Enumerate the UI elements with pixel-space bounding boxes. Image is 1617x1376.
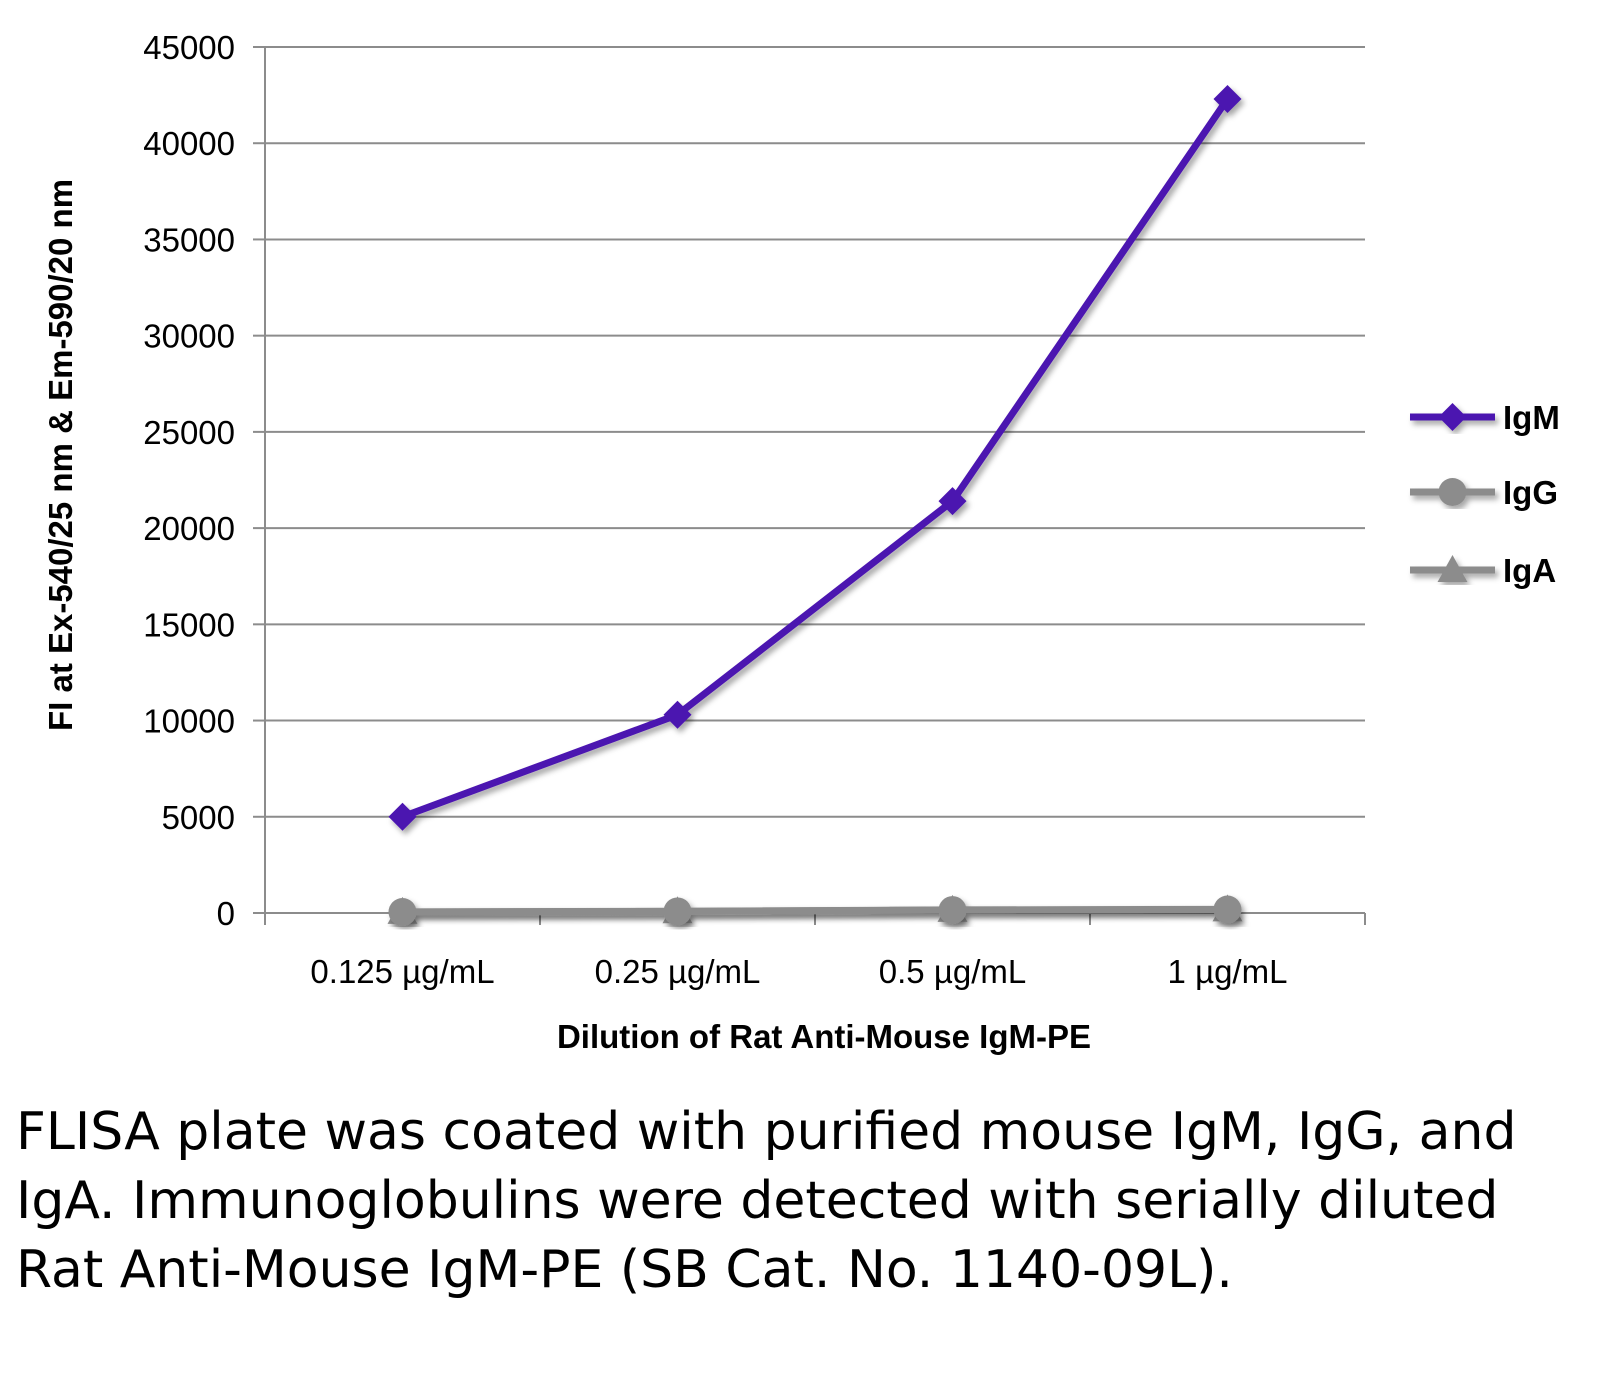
series-lines xyxy=(387,84,1243,927)
data-point-igm xyxy=(663,700,692,729)
y-tick-label: 45000 xyxy=(143,29,235,66)
y-tick-label: 0 xyxy=(217,895,235,932)
legend-marker-igm xyxy=(1438,403,1467,431)
data-point-igg xyxy=(938,896,967,925)
y-tick-label: 20000 xyxy=(143,510,235,547)
y-tick-label: 30000 xyxy=(143,318,235,355)
y-tick-label: 25000 xyxy=(143,414,235,451)
y-tick-label: 15000 xyxy=(143,606,235,643)
legend-item-igg xyxy=(1410,478,1495,506)
legend-item-igm xyxy=(1410,403,1495,431)
elisa-line-chart: 0 5000 10000 15000 20000 25000 30000 35000 40000… xyxy=(42,29,1560,1055)
y-tick-label: 10000 xyxy=(143,703,235,740)
data-point-igm xyxy=(1213,84,1242,113)
data-point-igg xyxy=(388,898,417,927)
x-tick-label: 0.25 µg/mL xyxy=(595,953,761,990)
figure-caption: FLISA plate was coated with purified mou… xyxy=(16,1102,1517,1300)
legend-label-igm: IgM xyxy=(1503,399,1560,436)
x-tick-label: 0.5 µg/mL xyxy=(879,953,1026,990)
series-igg xyxy=(388,895,1242,927)
x-tick-label: 0.125 µg/mL xyxy=(310,953,494,990)
data-point-igm xyxy=(388,802,417,831)
legend-marker-igg xyxy=(1438,478,1467,506)
data-point-igg xyxy=(663,897,692,926)
data-point-igg xyxy=(1213,895,1242,924)
series-line-igg xyxy=(402,906,1228,916)
legend-label-igg: IgG xyxy=(1503,474,1558,511)
series-line-igm xyxy=(401,96,1231,821)
data-point-igm xyxy=(938,487,967,516)
gridlines xyxy=(265,46,1365,818)
legend-marker-iga xyxy=(1437,555,1468,582)
y-axis-title: FI at Ex-540/25 nm & Em-590/20 nm xyxy=(42,179,79,731)
legend-item-iga xyxy=(1410,555,1495,582)
legend-label-iga: IgA xyxy=(1503,552,1556,589)
axes: 0 5000 10000 15000 20000 25000 30000 35000 40000… xyxy=(143,29,1366,990)
x-tick-label: 1 µg/mL xyxy=(1168,953,1288,990)
y-tick-label: 35000 xyxy=(143,221,235,258)
x-axis-title: Dilution of Rat Anti-Mouse IgM-PE xyxy=(557,1018,1091,1055)
y-tick-label: 5000 xyxy=(162,799,235,836)
series-igm xyxy=(388,84,1242,831)
y-tick-label: 40000 xyxy=(143,125,235,162)
legend: IgM IgG IgA xyxy=(1410,399,1560,589)
